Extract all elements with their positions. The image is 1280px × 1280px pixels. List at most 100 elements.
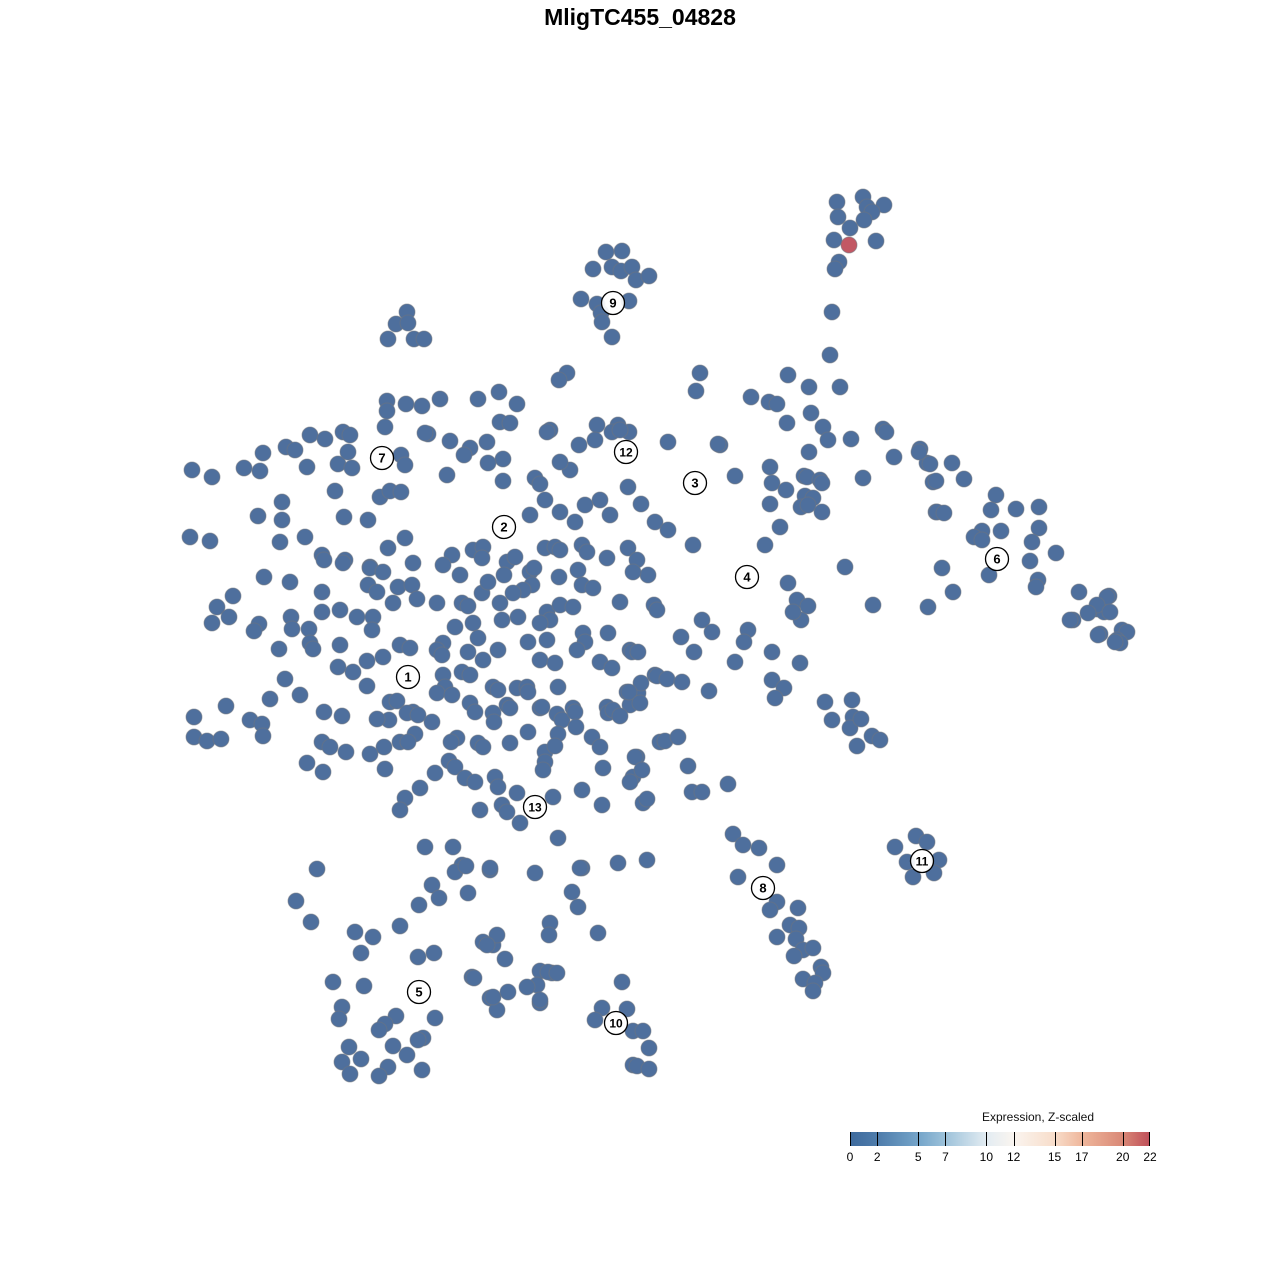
data-point (567, 718, 585, 736)
legend-tick-mark (986, 1132, 988, 1146)
data-point (613, 973, 631, 991)
data-point (825, 231, 843, 249)
data-point (823, 711, 841, 729)
legend-tick-mark (1122, 1132, 1124, 1146)
svg-text:9: 9 (609, 296, 616, 311)
data-point (848, 737, 866, 755)
data-point (363, 621, 381, 639)
data-point (569, 561, 587, 579)
data-point (392, 483, 410, 501)
data-point (404, 554, 422, 572)
legend-tick-label: 17 (1075, 1150, 1089, 1164)
data-point (341, 426, 359, 444)
data-point (679, 757, 697, 775)
data-point (359, 511, 377, 529)
data-point (669, 728, 687, 746)
data-point (784, 603, 802, 621)
data-point (778, 414, 796, 432)
data-point (593, 796, 611, 814)
data-point (298, 458, 316, 476)
data-point (693, 611, 711, 629)
data-point (933, 559, 951, 577)
data-point (358, 652, 376, 670)
data-point (799, 597, 817, 615)
svg-text:2: 2 (500, 520, 507, 535)
data-point (864, 596, 882, 614)
data-point (391, 801, 409, 819)
data-point (465, 969, 483, 987)
legend-tick-label: 0 (846, 1150, 854, 1164)
data-point (441, 432, 459, 450)
data-point (597, 243, 615, 261)
data-point (334, 554, 352, 572)
data-point (296, 528, 314, 546)
data-point (489, 778, 507, 796)
data-point (819, 431, 837, 449)
svg-text:13: 13 (528, 800, 542, 814)
data-point (443, 686, 461, 704)
data-point (313, 583, 331, 601)
data-point (329, 658, 347, 676)
data-point (640, 1060, 658, 1078)
legend-tick-label: 22 (1143, 1150, 1157, 1164)
data-point (508, 784, 526, 802)
data-point (391, 917, 409, 935)
data-point (368, 710, 386, 728)
data-point (217, 697, 235, 715)
data-point (540, 926, 558, 944)
data-point (813, 474, 831, 492)
data-point (245, 622, 263, 640)
legend-tick-label: 5 (914, 1150, 922, 1164)
data-point (534, 761, 552, 779)
data-point (703, 623, 721, 641)
data-point (496, 950, 514, 968)
data-point (249, 507, 267, 525)
data-point (973, 531, 991, 549)
cluster-label-8: 8 (750, 875, 776, 901)
data-point (821, 346, 839, 364)
data-point (415, 330, 433, 348)
data-point (370, 1021, 388, 1039)
data-point (570, 436, 588, 454)
data-point (410, 896, 428, 914)
data-point (550, 371, 568, 389)
data-point (526, 864, 544, 882)
data-point (550, 568, 568, 586)
svg-text:8: 8 (759, 881, 766, 896)
data-point (251, 462, 269, 480)
data-point (185, 708, 203, 726)
data-point (1021, 552, 1039, 570)
data-point (640, 1039, 658, 1057)
data-point (518, 978, 536, 996)
data-point (413, 1061, 431, 1079)
data-point (374, 563, 392, 581)
data-point (816, 693, 834, 711)
data-point (634, 1022, 652, 1040)
data-point (1101, 603, 1119, 621)
data-point (273, 511, 291, 529)
data-point (841, 719, 859, 737)
data-point (631, 694, 649, 712)
data-point (771, 518, 789, 536)
cluster-label-11: 11 (909, 848, 935, 874)
data-point (927, 472, 945, 490)
data-point (799, 496, 817, 514)
data-point (426, 764, 444, 782)
data-point (982, 501, 1000, 519)
cluster-label-6: 6 (984, 546, 1010, 572)
svg-text:7: 7 (378, 451, 385, 466)
data-point (544, 788, 562, 806)
data-point (481, 859, 499, 877)
data-point (724, 825, 742, 843)
data-point (626, 748, 644, 766)
data-point (659, 433, 677, 451)
data-point (425, 944, 443, 962)
data-point (885, 448, 903, 466)
data-point (646, 513, 664, 531)
data-point (987, 486, 1005, 504)
data-point (843, 691, 861, 709)
data-point (298, 754, 316, 772)
data-point (638, 790, 656, 808)
data-point (756, 536, 774, 554)
data-point (308, 860, 326, 878)
